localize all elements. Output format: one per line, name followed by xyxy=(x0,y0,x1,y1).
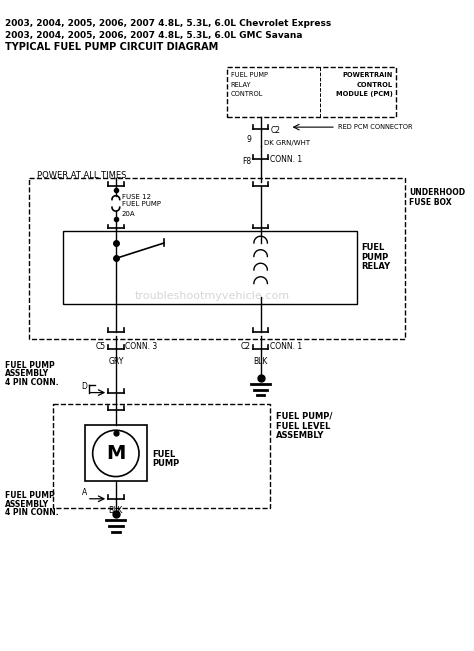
Text: C2: C2 xyxy=(270,126,280,135)
Text: CONTROL: CONTROL xyxy=(231,91,263,98)
Text: RELAY: RELAY xyxy=(361,262,390,271)
Text: CONN. 1: CONN. 1 xyxy=(270,342,302,352)
Text: 9: 9 xyxy=(246,135,251,144)
Text: FUEL LEVEL: FUEL LEVEL xyxy=(276,422,330,430)
Text: RED PCM CONNECTOR: RED PCM CONNECTOR xyxy=(338,124,412,130)
Text: M: M xyxy=(106,444,126,463)
Text: PUMP: PUMP xyxy=(361,253,388,262)
Text: DK GRN/WHT: DK GRN/WHT xyxy=(264,140,310,146)
Text: C5: C5 xyxy=(96,342,106,352)
Text: 2003, 2004, 2005, 2006, 2007 4.8L, 5.3L, 6.0L Chevrolet Express: 2003, 2004, 2005, 2006, 2007 4.8L, 5.3L,… xyxy=(5,19,331,28)
Text: MODULE (PCM): MODULE (PCM) xyxy=(336,91,393,98)
Text: FUEL: FUEL xyxy=(153,450,176,458)
Text: CONN. 3: CONN. 3 xyxy=(126,342,158,352)
Text: ASSEMBLY: ASSEMBLY xyxy=(5,500,49,508)
Circle shape xyxy=(93,430,139,477)
Text: ASSEMBLY: ASSEMBLY xyxy=(5,369,49,378)
Text: TYPICAL FUEL PUMP CIRCUIT DIAGRAM: TYPICAL FUEL PUMP CIRCUIT DIAGRAM xyxy=(5,42,218,52)
Text: CONN. 1: CONN. 1 xyxy=(270,155,302,164)
FancyBboxPatch shape xyxy=(85,425,147,481)
Text: D: D xyxy=(81,381,87,391)
Text: 4 PIN CONN.: 4 PIN CONN. xyxy=(5,508,58,518)
Text: FUSE BOX: FUSE BOX xyxy=(409,198,452,206)
Text: BLK: BLK xyxy=(254,357,268,366)
Text: FUEL: FUEL xyxy=(361,243,384,252)
Text: FUEL PUMP/: FUEL PUMP/ xyxy=(276,412,332,421)
Text: 2003, 2004, 2005, 2006, 2007 4.8L, 5.3L, 6.0L GMC Savana: 2003, 2004, 2005, 2006, 2007 4.8L, 5.3L,… xyxy=(5,31,302,40)
Text: POWERTRAIN: POWERTRAIN xyxy=(343,72,393,78)
Text: A: A xyxy=(82,488,87,497)
Text: CONTROL: CONTROL xyxy=(357,82,393,88)
Polygon shape xyxy=(63,231,357,304)
Text: BLK: BLK xyxy=(109,506,123,514)
Text: troubleshootmyvehicle.com: troubleshootmyvehicle.com xyxy=(135,291,290,301)
Text: FUEL PUMP: FUEL PUMP xyxy=(231,72,268,78)
Text: POWER AT ALL TIMES: POWER AT ALL TIMES xyxy=(36,171,126,180)
Text: 20A: 20A xyxy=(122,211,135,217)
Text: RELAY: RELAY xyxy=(231,82,251,88)
Text: PUMP: PUMP xyxy=(153,459,180,468)
Text: ASSEMBLY: ASSEMBLY xyxy=(276,431,325,440)
Text: FUEL PUMP: FUEL PUMP xyxy=(122,201,161,208)
Text: FUSE 12: FUSE 12 xyxy=(122,194,151,200)
Text: GRY: GRY xyxy=(108,357,124,366)
Text: FUEL PUMP: FUEL PUMP xyxy=(5,491,55,500)
Text: FUEL PUMP: FUEL PUMP xyxy=(5,361,55,370)
Text: UNDERHOOD: UNDERHOOD xyxy=(409,188,465,197)
Text: C2: C2 xyxy=(241,342,251,352)
Text: F8: F8 xyxy=(242,157,251,166)
Text: 4 PIN CONN.: 4 PIN CONN. xyxy=(5,378,58,387)
